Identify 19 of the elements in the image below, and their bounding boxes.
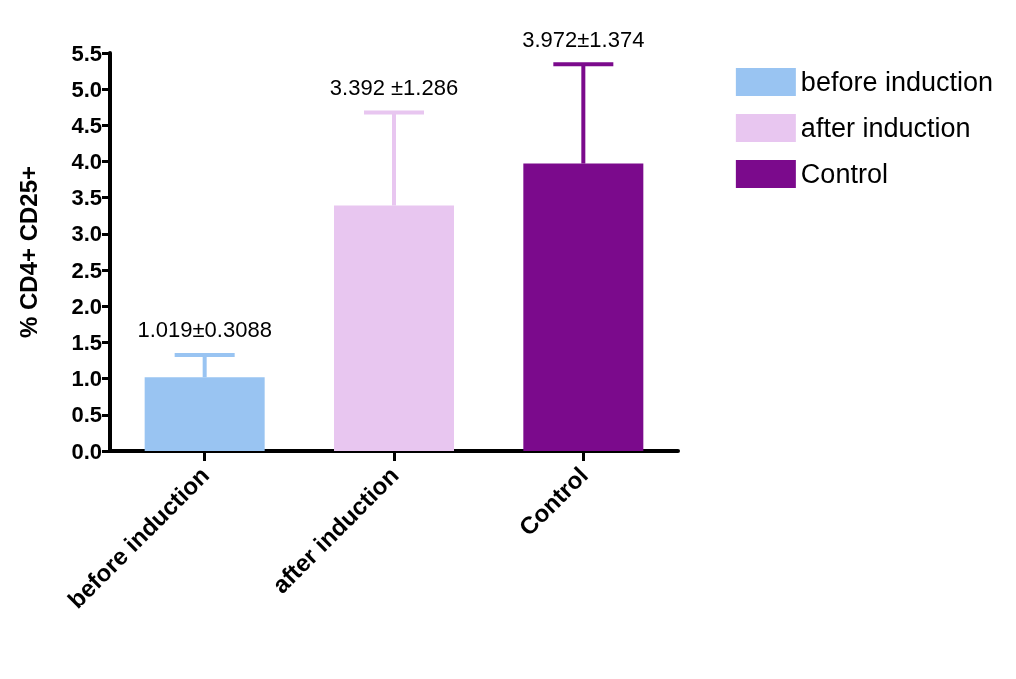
annotation: 1.019±0.3088 — [137, 317, 272, 343]
y-axis-title: % CD4+ CD25+ — [14, 165, 42, 339]
y-tick-label: 4.5 — [71, 112, 102, 138]
annotation: 3.392 ±1.286 — [329, 74, 459, 100]
legend-label: before induction — [800, 67, 993, 97]
y-tick-label: 5.0 — [71, 76, 102, 102]
y-tick-label: 4.0 — [71, 149, 102, 175]
y-tick-label: 3.0 — [71, 221, 102, 247]
y-tick-label: 5.5 — [71, 40, 102, 66]
y-tick-label: 2.5 — [71, 257, 102, 283]
annotation: 3.972±1.374 — [522, 26, 645, 52]
y-tick-label: 0.5 — [71, 402, 102, 428]
y-tick-label: 1.5 — [71, 329, 102, 355]
legend-label: Control — [800, 159, 888, 189]
y-tick-label: 3.5 — [71, 185, 102, 211]
legend-label: after induction — [800, 113, 971, 143]
y-tick-label: 2.0 — [71, 293, 102, 319]
y-tick-label: 0.0 — [71, 438, 102, 464]
y-tick-label: 1.0 — [71, 366, 102, 392]
